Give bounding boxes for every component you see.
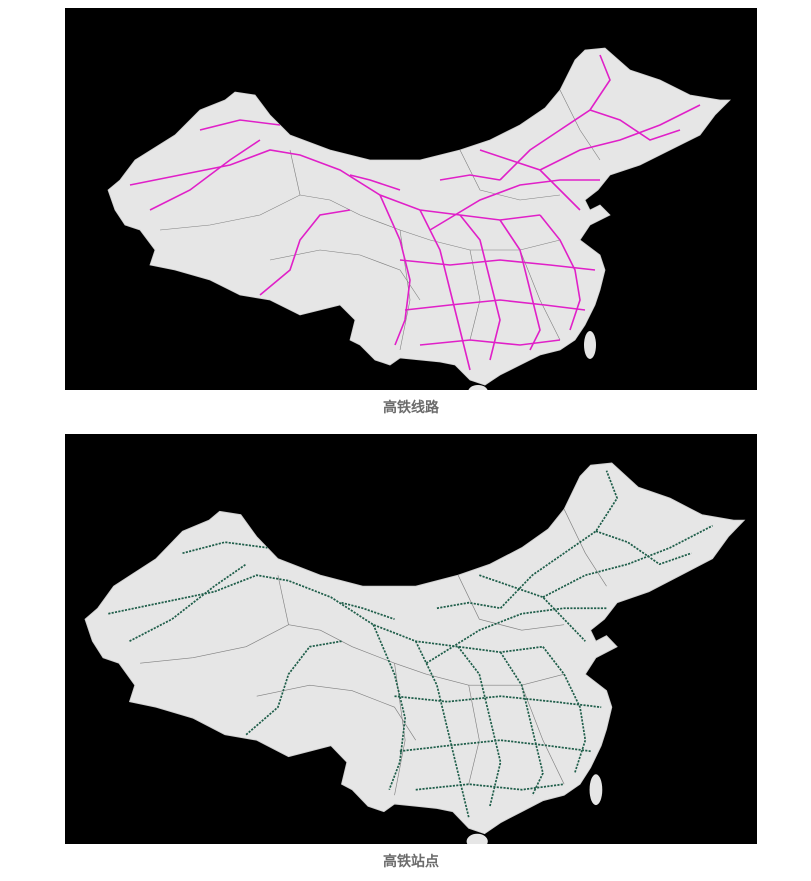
caption: 高铁线路 — [383, 399, 440, 416]
caption: 高铁站点 — [383, 853, 439, 870]
